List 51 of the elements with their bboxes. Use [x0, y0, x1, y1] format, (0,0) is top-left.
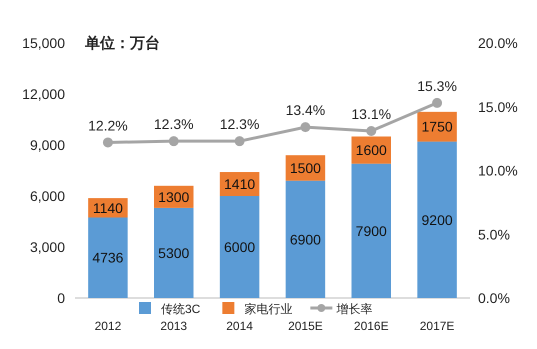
data-label: 12.3%: [154, 116, 194, 132]
data-label: 1500: [290, 160, 322, 176]
bar: [352, 164, 391, 298]
point: [168, 136, 179, 146]
data-label: 1750: [422, 118, 453, 135]
bar: [154, 208, 194, 298]
data-label: 9200: [422, 212, 453, 228]
legend-label: 家电行业: [244, 302, 292, 316]
y-tick-label: 6,000: [30, 188, 66, 204]
data-label: 1140: [92, 200, 124, 216]
data-label: 1300: [158, 188, 190, 205]
point: [432, 98, 442, 108]
point: [234, 136, 245, 146]
legend-label: 增长率: [335, 302, 372, 316]
x-tick-label: 2013: [160, 319, 188, 333]
data-label: 7900: [356, 222, 388, 239]
data-label: 12.3%: [220, 116, 260, 132]
y-tick-label: 9,000: [30, 137, 66, 153]
data-label: 12.2%: [88, 117, 128, 134]
data-label: 13.4%: [286, 102, 326, 118]
point: [300, 122, 310, 132]
bar: [286, 180, 326, 298]
data-label: 13.1%: [351, 106, 392, 122]
point: [366, 126, 376, 136]
y-tick-label: 3,000: [30, 239, 66, 255]
data-label: 1600: [356, 142, 388, 158]
x-tick-label: 2012: [94, 319, 122, 333]
x-tick-label: 2017E: [420, 319, 454, 333]
point: [102, 137, 113, 148]
bar: [220, 196, 260, 298]
bar: [88, 217, 128, 298]
x-tick-label: 2015E: [288, 319, 323, 333]
y2-tick-label: 15.0%: [478, 98, 518, 115]
y-tick-label: 15,000: [22, 35, 66, 51]
x-tick-label: 2016E: [354, 319, 389, 333]
y2-tick-label: 10.0%: [478, 162, 518, 178]
annotation: 单位：万台: [84, 35, 160, 52]
legend-label: 传统3C: [161, 302, 201, 316]
y-tick-label: 12,000: [22, 86, 66, 102]
data-label: 1410: [224, 176, 256, 192]
data-label: 5300: [158, 244, 190, 261]
data-label: 6900: [290, 231, 322, 248]
data-label: 15.3%: [417, 78, 457, 94]
bar: [417, 142, 457, 298]
y-tick-label: 0: [57, 290, 66, 306]
data-label: 4736: [92, 250, 124, 266]
data-label: 6000: [224, 239, 256, 255]
y2-tick-label: 0.0%: [478, 290, 510, 306]
y2-tick-label: 20.0%: [478, 35, 518, 51]
x-tick-label: 2014: [226, 319, 254, 333]
y2-tick-label: 5.0%: [478, 226, 510, 242]
